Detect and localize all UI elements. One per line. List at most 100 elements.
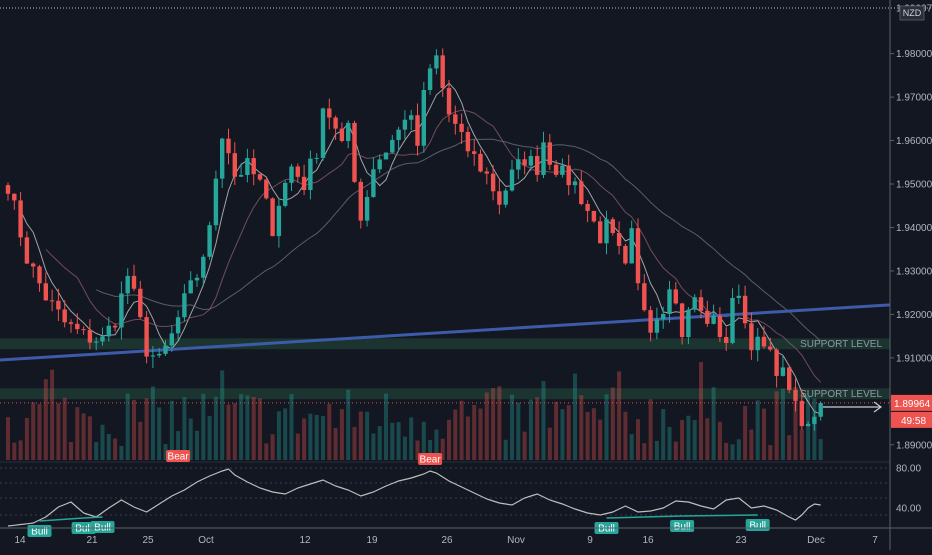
volume-bar xyxy=(705,418,710,460)
volume-bar xyxy=(686,415,691,460)
candle-body xyxy=(308,158,313,191)
candle-body xyxy=(119,293,124,328)
volume-bar xyxy=(604,394,609,460)
candle-body xyxy=(264,179,269,199)
volume-bar xyxy=(31,402,36,460)
volume-bar xyxy=(245,395,250,460)
volume-bar xyxy=(402,436,407,460)
countdown-value: 49:58 xyxy=(901,416,926,427)
candle-body xyxy=(125,275,130,294)
volume-bar xyxy=(491,387,496,460)
candle-body xyxy=(616,232,622,246)
candle-body xyxy=(434,55,439,69)
volume-bar xyxy=(642,443,647,460)
candle-body xyxy=(390,139,395,153)
candle-body xyxy=(402,119,408,130)
volume-bar xyxy=(12,442,17,460)
candle-body xyxy=(138,288,143,318)
candle-body xyxy=(37,266,42,284)
candle-body xyxy=(642,283,647,311)
bull-signal-badge[interactable] xyxy=(90,521,115,533)
volume-bar xyxy=(598,419,603,460)
time-tick-label: Oct xyxy=(198,535,214,546)
ma-medium-line xyxy=(45,109,822,383)
support-level-label: SUPPORT LEVEL xyxy=(800,389,882,400)
volume-bar xyxy=(37,403,42,460)
volume-bar xyxy=(440,438,445,460)
volume-bar xyxy=(510,394,514,460)
bear-signal-badge[interactable] xyxy=(166,450,191,462)
candle-body xyxy=(24,237,30,264)
bull-signal-badge[interactable] xyxy=(670,520,695,532)
currency-badge[interactable] xyxy=(899,5,925,21)
bear-signal-badge[interactable] xyxy=(418,453,443,465)
bull-signal-label: Bull xyxy=(674,522,691,533)
candle-body xyxy=(535,156,540,175)
volume-bar xyxy=(18,440,23,460)
volume-bar xyxy=(806,395,811,460)
candle-body xyxy=(383,152,389,160)
volume-bar xyxy=(421,421,426,460)
last-price-tag xyxy=(891,394,932,411)
candle-body xyxy=(698,297,704,311)
candle-body xyxy=(509,169,515,191)
volume-bar xyxy=(680,420,685,460)
volume-bar xyxy=(673,441,678,460)
candle-body xyxy=(604,219,609,244)
volume-bar xyxy=(62,397,67,460)
price-tick-label: 1.98000 xyxy=(896,49,932,60)
volume-bar xyxy=(667,426,672,460)
candle-body xyxy=(31,263,36,267)
volume-bar xyxy=(465,416,470,460)
currency-label: NZD xyxy=(903,8,922,18)
candle-body xyxy=(5,185,11,194)
volume-bar xyxy=(207,416,212,460)
candle-body xyxy=(736,295,741,299)
candle-body xyxy=(585,204,590,211)
candle-body xyxy=(377,159,382,170)
volume-bar xyxy=(636,419,640,460)
volume-bar xyxy=(24,417,29,460)
candle-body xyxy=(440,55,445,89)
support-zone-1 xyxy=(0,338,890,350)
price-tick-label: 1.96000 xyxy=(896,136,932,147)
candle-body xyxy=(742,295,748,324)
candle-body xyxy=(182,293,187,318)
candle-body xyxy=(799,400,804,427)
volume-bar xyxy=(535,397,540,460)
volume-bar xyxy=(377,425,382,460)
candle-body xyxy=(333,117,338,129)
last-price-line-layer xyxy=(0,401,890,413)
candle-body xyxy=(547,142,552,165)
time-tick-label: 14 xyxy=(14,535,26,546)
volume-bar xyxy=(472,404,477,460)
time-tick-label: 16 xyxy=(642,535,654,546)
volume-bar xyxy=(453,409,458,460)
volume-bar xyxy=(43,379,48,460)
volume-bar xyxy=(547,427,552,460)
candle-body xyxy=(667,289,672,315)
time-tick-label: 12 xyxy=(299,535,311,546)
candle-body xyxy=(497,191,502,205)
time-tick-label: 26 xyxy=(441,535,453,546)
candle-body xyxy=(49,300,55,302)
volume-bar xyxy=(232,403,237,460)
volume-bar xyxy=(106,433,111,460)
bear-signal-label: Bear xyxy=(168,452,190,463)
price-tick-label: 1.97000 xyxy=(896,93,932,104)
candle-body xyxy=(232,153,237,177)
volume-bar xyxy=(226,404,231,460)
candle-body xyxy=(421,89,426,146)
candle-body xyxy=(598,221,603,244)
volume-bar xyxy=(365,411,370,460)
candle-body xyxy=(453,114,458,124)
candle-body xyxy=(541,142,546,175)
candle-body xyxy=(478,153,483,172)
candle-body xyxy=(787,367,792,391)
volume-bar xyxy=(799,429,804,460)
volume-bar xyxy=(258,398,262,460)
volume-bar xyxy=(516,402,521,460)
candle-body xyxy=(805,423,811,427)
volume-bar xyxy=(339,409,344,460)
